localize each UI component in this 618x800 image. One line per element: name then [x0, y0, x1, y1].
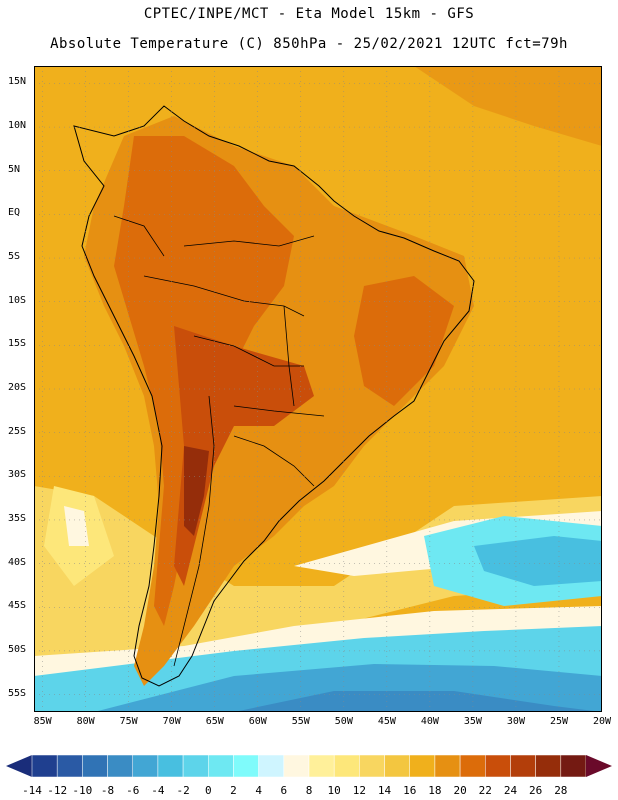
colorbar-swatch	[459, 754, 486, 778]
lat-tick-label: 45S	[8, 600, 27, 612]
colorbar-label: 12	[352, 784, 366, 797]
colorbar-swatch	[510, 754, 536, 778]
field-far-south-deep	[234, 691, 602, 712]
continent-hottest	[184, 446, 209, 536]
lat-tick-label: 30S	[8, 469, 27, 481]
lat-tick-label: 15N	[8, 76, 27, 88]
field-pacific-cream	[64, 506, 89, 546]
colorbar	[6, 754, 612, 778]
lon-tick-label: 50W	[334, 716, 353, 727]
colorbar-under-arrow	[6, 755, 32, 777]
lat-tick-label: 5N	[8, 163, 21, 175]
lon-tick-label: 45W	[377, 716, 396, 727]
lon-tick-label: 70W	[162, 716, 181, 727]
colorbar-swatch	[107, 754, 133, 778]
country-borders	[113, 215, 325, 667]
lat-tick-label: 35S	[8, 512, 27, 524]
title-line-2: Absolute Temperature (C) 850hPa - 25/02/…	[50, 36, 568, 52]
colorbar-swatch	[485, 754, 511, 778]
lon-tick-label: 55W	[291, 716, 310, 727]
colorbar-label: -4	[151, 784, 165, 797]
colorbar-label: 0	[204, 784, 212, 797]
title-line-1: CPTEC/INPE/MCT - Eta Model 15km - GFS	[143, 6, 475, 22]
colorbar-label: 10	[327, 784, 341, 797]
lat-tick-label: 10S	[8, 294, 27, 306]
lat-tick-label: 15S	[8, 338, 27, 350]
colorbar-swatch	[283, 754, 310, 778]
lon-tick-label: 60W	[248, 716, 267, 727]
colorbar-label: 16	[403, 784, 417, 797]
colorbar-swatch	[359, 754, 385, 778]
colorbar-label: 6	[280, 784, 288, 797]
colorbar-swatch	[535, 754, 562, 778]
colorbar-swatch	[333, 754, 360, 778]
lat-tick-label: 40S	[8, 556, 27, 568]
colorbar-swatch	[157, 754, 184, 778]
colorbar-swatch	[82, 754, 108, 778]
lon-tick-label: 30W	[506, 716, 525, 727]
colorbar-swatch	[308, 754, 335, 778]
colorbar-label: -10	[72, 784, 93, 797]
colorbar-label: 20	[453, 784, 467, 797]
lat-tick-label: 25S	[8, 425, 27, 437]
colorbar-label: 26	[529, 784, 543, 797]
colorbar-swatch	[56, 754, 83, 778]
temperature-map	[34, 66, 602, 712]
lat-tick-label: 20S	[8, 382, 27, 393]
colorbar-label: -2	[176, 784, 190, 797]
colorbar-swatch	[434, 754, 461, 778]
colorbar-swatch	[132, 754, 159, 778]
colorbar-label: -14	[22, 784, 42, 797]
lon-tick-label: 75W	[119, 716, 138, 727]
lon-tick-label: 25W	[549, 716, 568, 727]
colorbar-swatch	[409, 754, 436, 778]
colorbar-swatch	[233, 754, 259, 778]
field-north-warm	[414, 66, 602, 146]
lat-tick-label: 5S	[8, 251, 21, 263]
colorbar-over-arrow	[586, 755, 612, 777]
colorbar-label: 14	[377, 784, 392, 797]
lon-tick-label: 65W	[205, 716, 224, 727]
lon-tick-label: 80W	[76, 716, 95, 727]
lat-tick-label: 10N	[8, 120, 27, 132]
colorbar-label: 22	[478, 784, 492, 797]
lat-tick-label: 50S	[8, 643, 27, 655]
lat-tick-label: 55S	[8, 687, 27, 699]
lon-tick-label: 40W	[420, 716, 439, 727]
colorbar-swatch	[31, 754, 58, 778]
field-cyan-belt-2	[474, 536, 602, 586]
colorbar-swatch	[384, 754, 410, 778]
lat-tick-label: EQ	[8, 207, 21, 219]
colorbar-swatch	[560, 754, 587, 778]
colorbar-label: 4	[255, 784, 262, 797]
lon-tick-label: 85W	[33, 716, 52, 727]
colorbar-label: -12	[47, 784, 68, 797]
colorbar-label: 18	[428, 784, 442, 797]
colorbar-label: 28	[554, 784, 568, 797]
lon-tick-label: 20W	[592, 716, 612, 727]
lon-tick-label: 35W	[463, 716, 482, 727]
colorbar-label: -6	[126, 784, 140, 797]
colorbar-swatch	[182, 754, 209, 778]
colorbar-label: -8	[100, 784, 115, 797]
colorbar-swatch	[208, 754, 234, 778]
brazil-east-warm	[354, 276, 454, 406]
colorbar-label: 2	[230, 784, 237, 797]
colorbar-label: 8	[305, 784, 313, 797]
colorbar-label: 24	[503, 784, 518, 797]
continent-hotter	[174, 326, 314, 586]
coastline	[73, 105, 475, 687]
colorbar-swatch	[258, 754, 285, 778]
